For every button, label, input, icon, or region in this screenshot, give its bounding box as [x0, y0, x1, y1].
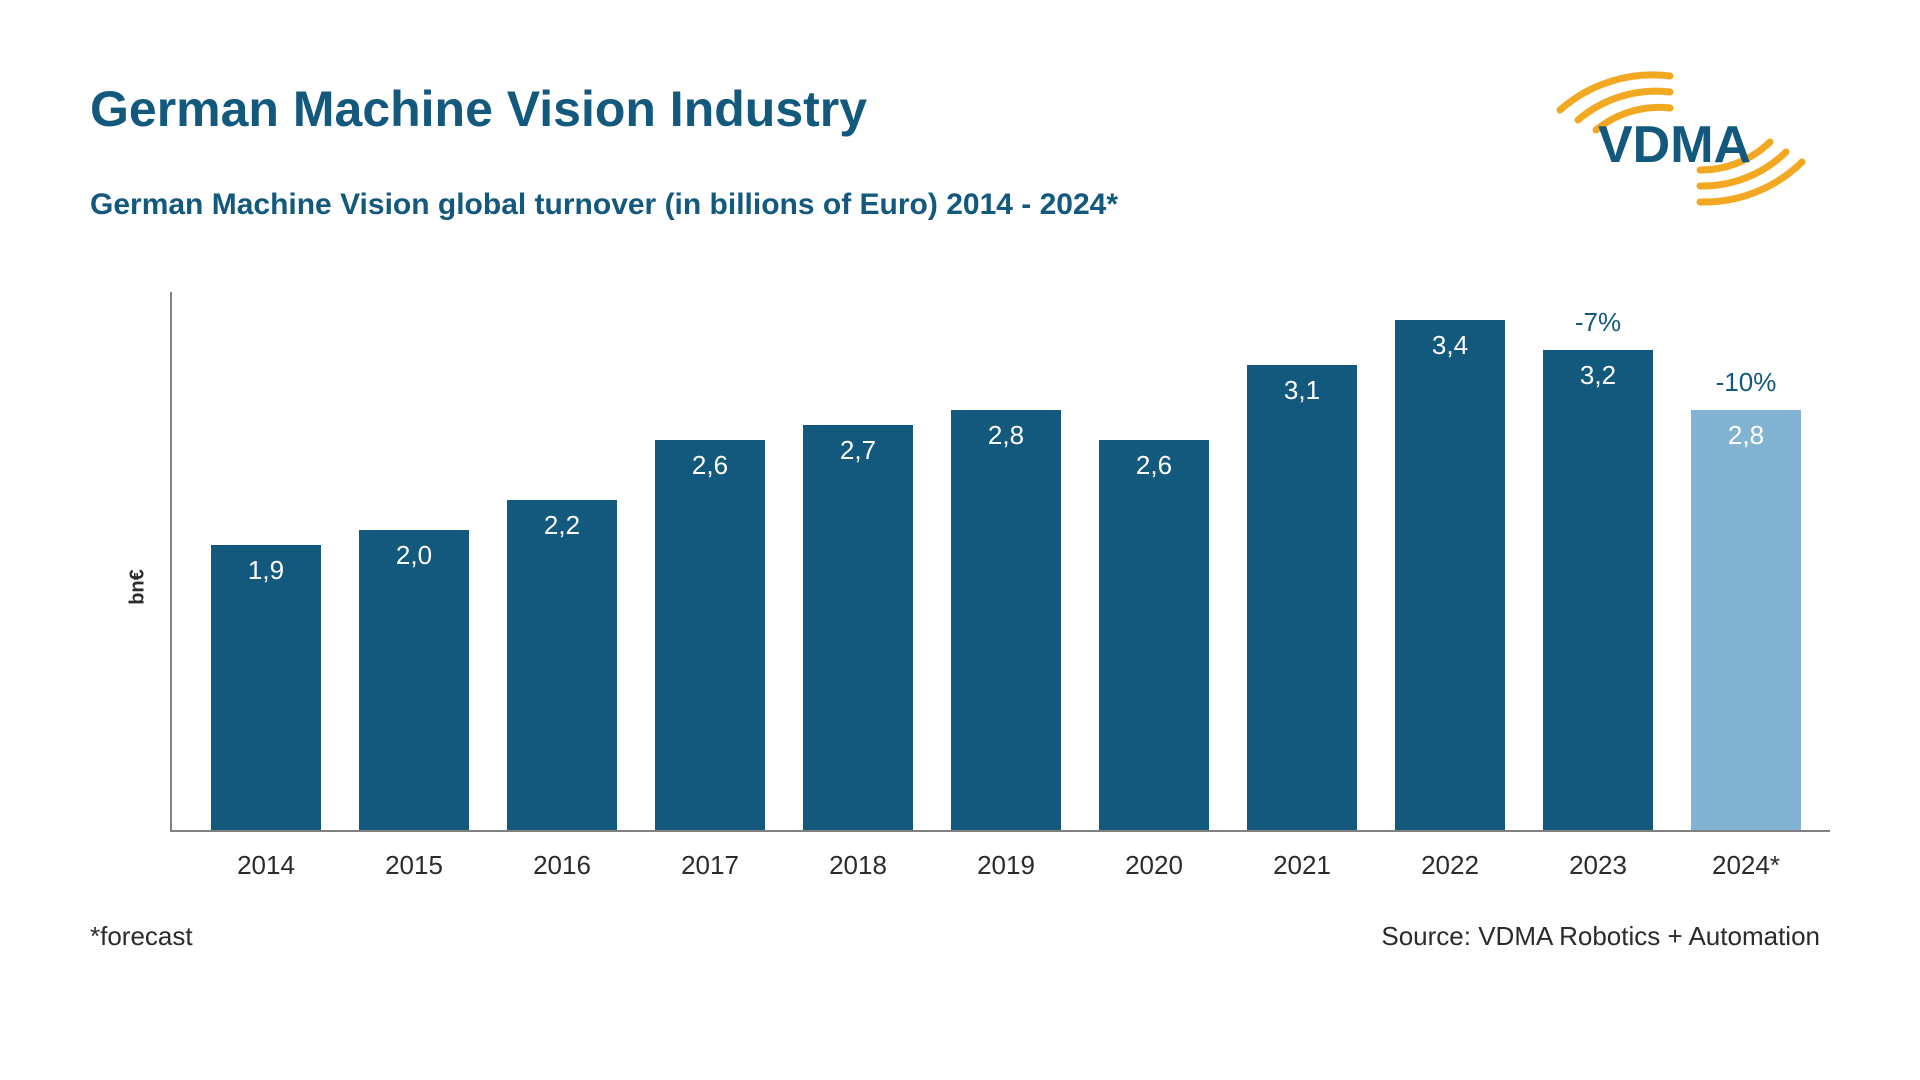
x-axis-labels: 2014201520162017201820192020202120222023… [190, 850, 1830, 881]
bar-value-label: 2,6 [1136, 440, 1172, 481]
bar: 1,9 [211, 545, 321, 830]
chart-footer: *forecast Source: VDMA Robotics + Automa… [90, 921, 1830, 952]
bar-column: 2,8 [932, 410, 1080, 830]
bar-column: 2,7 [784, 425, 932, 830]
bar: 2,7 [803, 425, 913, 830]
bar-column: -7%3,2 [1524, 350, 1672, 830]
logo-text: VDMA [1598, 116, 1751, 174]
x-axis-tick-label: 2024* [1672, 850, 1820, 881]
bar-column: 3,4 [1376, 320, 1524, 830]
bar-column: 1,9 [192, 545, 340, 830]
bar: 2,6 [655, 440, 765, 830]
bar-plot: 1,92,02,22,62,72,82,63,13,4-7%3,2-10%2,8 [170, 292, 1830, 832]
bar-column: 2,6 [636, 440, 784, 830]
bar-column: 2,0 [340, 530, 488, 830]
slide: German Machine Vision Industry German Ma… [0, 0, 1920, 1080]
bar: 2,6 [1099, 440, 1209, 830]
bar-value-label: 3,2 [1580, 350, 1616, 391]
bar: 2,8 [951, 410, 1061, 830]
bar: 3,4 [1395, 320, 1505, 830]
vdma-logo: VDMA [1550, 70, 1810, 215]
x-axis-tick-label: 2016 [488, 850, 636, 881]
source-text: Source: VDMA Robotics + Automation [1381, 921, 1820, 952]
bar-value-label: 2,2 [544, 500, 580, 541]
x-axis-tick-label: 2019 [932, 850, 1080, 881]
x-axis-tick-label: 2015 [340, 850, 488, 881]
bar-pct-label: -10% [1691, 367, 1801, 398]
x-axis-tick-label: 2022 [1376, 850, 1524, 881]
bar-value-label: 2,8 [988, 410, 1024, 451]
bar-value-label: 1,9 [248, 545, 284, 586]
bar-value-label: 2,6 [692, 440, 728, 481]
bar-value-label: 2,0 [396, 530, 432, 571]
bar-value-label: 2,7 [840, 425, 876, 466]
bar-column: 2,2 [488, 500, 636, 830]
x-axis-tick-label: 2017 [636, 850, 784, 881]
bar-value-label: 3,4 [1432, 320, 1468, 361]
bar: 3,1 [1247, 365, 1357, 830]
bar-column: -10%2,8 [1672, 410, 1820, 830]
bar: 2,0 [359, 530, 469, 830]
bar-pct-label: -7% [1543, 307, 1653, 338]
x-axis-tick-label: 2021 [1228, 850, 1376, 881]
x-axis-tick-label: 2014 [192, 850, 340, 881]
footnote-text: *forecast [90, 921, 193, 952]
x-axis-tick-label: 2018 [784, 850, 932, 881]
bar-column: 2,6 [1080, 440, 1228, 830]
bar: 3,2 [1543, 350, 1653, 830]
bar: 2,2 [507, 500, 617, 830]
x-axis-tick-label: 2020 [1080, 850, 1228, 881]
bar-value-label: 2,8 [1728, 410, 1764, 451]
bar-column: 3,1 [1228, 365, 1376, 830]
y-axis-label: bn€ [126, 569, 149, 605]
chart-area: bn€ 1,92,02,22,62,72,82,63,13,4-7%3,2-10… [120, 292, 1830, 881]
bar-value-label: 3,1 [1284, 365, 1320, 406]
bar: 2,8 [1691, 410, 1801, 830]
x-axis-tick-label: 2023 [1524, 850, 1672, 881]
